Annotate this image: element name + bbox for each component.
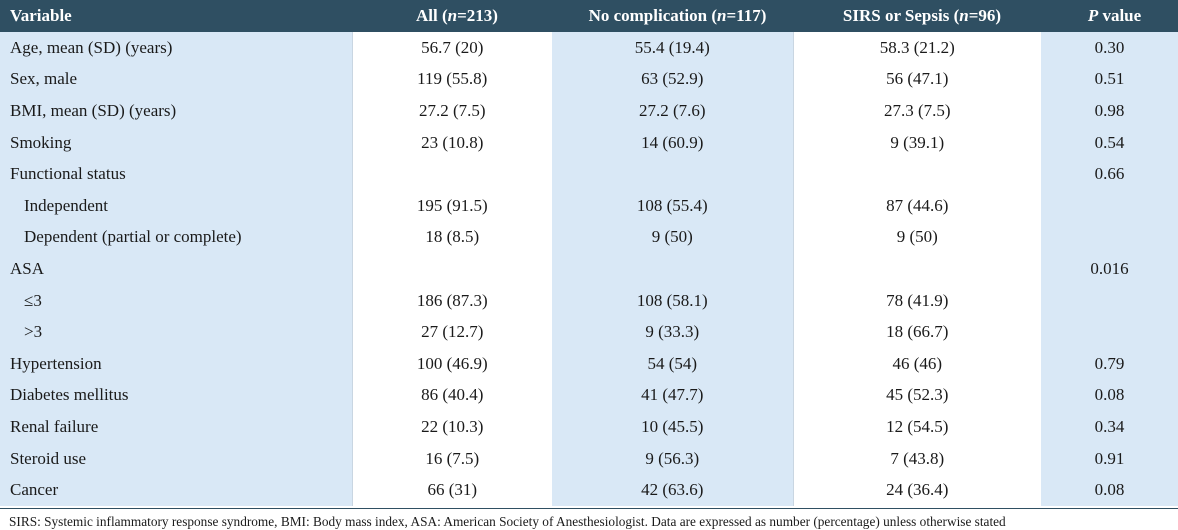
cell-no-complication: 9 (33.3)	[552, 316, 794, 348]
cell-no-complication: 41 (47.7)	[552, 379, 794, 412]
cell-variable: Smoking	[0, 126, 353, 159]
cell-all: 27 (12.7)	[352, 316, 552, 348]
cell-all: 195 (91.5)	[352, 189, 552, 222]
cell-p-value: 0.51	[1041, 63, 1178, 96]
cell-sirs-sepsis: 87 (44.6)	[793, 189, 1041, 222]
cell-no-complication: 14 (60.9)	[552, 126, 794, 159]
table-row: Steroid use 16 (7.5) 9 (56.3) 7 (43.8) 0…	[0, 442, 1178, 475]
cell-sirs-sepsis: 12 (54.5)	[793, 411, 1041, 443]
cell-sirs-sepsis: 7 (43.8)	[793, 442, 1041, 475]
cell-variable: Hypertension	[0, 347, 353, 380]
cell-p-value: 0.016	[1041, 253, 1178, 285]
cell-no-complication: 54 (54)	[552, 347, 794, 380]
cell-p-value: 0.34	[1041, 411, 1178, 443]
cell-all: 100 (46.9)	[352, 347, 552, 380]
cell-no-complication: 63 (52.9)	[552, 63, 794, 96]
cell-variable: Steroid use	[0, 442, 353, 475]
cell-p-value: 0.54	[1041, 126, 1178, 159]
cell-p-value	[1041, 284, 1178, 317]
table-row: ASA 0.016	[0, 253, 1178, 285]
cell-p-value	[1041, 316, 1178, 348]
cell-no-complication: 9 (50)	[552, 221, 794, 254]
cell-p-value: 0.91	[1041, 442, 1178, 475]
cell-variable: Cancer	[0, 474, 353, 506]
data-table: Variable All (n=213) No complication (n=…	[0, 0, 1178, 506]
cell-p-value: 0.98	[1041, 95, 1178, 127]
table-row: Independent 195 (91.5) 108 (55.4) 87 (44…	[0, 189, 1178, 222]
cell-sirs-sepsis: 9 (50)	[793, 221, 1041, 254]
cell-all: 86 (40.4)	[352, 379, 552, 412]
cell-p-value: 0.66	[1041, 158, 1178, 190]
table-row: ≤3 186 (87.3) 108 (58.1) 78 (41.9)	[0, 284, 1178, 317]
cell-variable: Sex, male	[0, 63, 353, 96]
cell-no-complication: 55.4 (19.4)	[552, 32, 794, 64]
cell-no-complication: 27.2 (7.6)	[552, 95, 794, 127]
cell-all	[352, 158, 552, 190]
cell-no-complication: 42 (63.6)	[552, 474, 794, 506]
table-row: >3 27 (12.7) 9 (33.3) 18 (66.7)	[0, 316, 1178, 348]
cell-all	[352, 253, 552, 285]
cell-sirs-sepsis: 18 (66.7)	[793, 316, 1041, 348]
cell-sirs-sepsis: 46 (46)	[793, 347, 1041, 380]
table-row: Smoking 23 (10.8) 14 (60.9) 9 (39.1) 0.5…	[0, 126, 1178, 159]
header-all: All (n=213)	[416, 6, 498, 25]
table-row: Sex, male 119 (55.8) 63 (52.9) 56 (47.1)…	[0, 63, 1178, 96]
cell-p-value	[1041, 221, 1178, 254]
cell-all: 27.2 (7.5)	[352, 95, 552, 127]
table-footnote: SIRS: Systemic inflammatory response syn…	[0, 507, 1178, 530]
table-row: Hypertension 100 (46.9) 54 (54) 46 (46) …	[0, 347, 1178, 380]
cell-variable: ≤3	[0, 284, 353, 317]
cell-all: 16 (7.5)	[352, 442, 552, 475]
cell-all: 56.7 (20)	[352, 32, 552, 64]
cell-variable: >3	[0, 316, 353, 348]
cell-variable: Renal failure	[0, 411, 353, 443]
cell-all: 18 (8.5)	[352, 221, 552, 254]
header-p-value: P value	[1087, 6, 1142, 25]
cell-sirs-sepsis: 58.3 (21.2)	[793, 32, 1041, 64]
header-variable: Variable	[10, 6, 72, 25]
header-no-complication: No complication (n=117)	[588, 6, 767, 25]
cell-sirs-sepsis	[793, 253, 1041, 285]
cell-sirs-sepsis: 27.3 (7.5)	[793, 95, 1041, 127]
cell-sirs-sepsis	[793, 158, 1041, 190]
cell-variable: Diabetes mellitus	[0, 379, 353, 412]
cell-no-complication	[552, 158, 794, 190]
cell-no-complication: 10 (45.5)	[552, 411, 794, 443]
cell-variable: Independent	[0, 189, 353, 222]
table-header-row: Variable All (n=213) No complication (n=…	[0, 0, 1178, 32]
cell-p-value: 0.30	[1041, 32, 1178, 64]
header-sirs-sepsis: SIRS or Sepsis (n=96)	[842, 6, 1002, 25]
cell-variable: ASA	[0, 253, 353, 285]
table-row: Age, mean (SD) (years) 56.7 (20) 55.4 (1…	[0, 32, 1178, 64]
cell-sirs-sepsis: 45 (52.3)	[793, 379, 1041, 412]
cell-no-complication: 9 (56.3)	[552, 442, 794, 475]
cell-all: 22 (10.3)	[352, 411, 552, 443]
cell-all: 119 (55.8)	[352, 63, 552, 96]
cell-p-value: 0.08	[1041, 379, 1178, 412]
cell-p-value: 0.08	[1041, 474, 1178, 506]
cell-sirs-sepsis: 56 (47.1)	[793, 63, 1041, 96]
cell-all: 66 (31)	[352, 474, 552, 506]
table-row: Renal failure 22 (10.3) 10 (45.5) 12 (54…	[0, 411, 1178, 443]
cell-variable: Age, mean (SD) (years)	[0, 32, 353, 64]
cell-no-complication: 108 (58.1)	[552, 284, 794, 317]
table-row: Diabetes mellitus 86 (40.4) 41 (47.7) 45…	[0, 379, 1178, 412]
cell-all: 23 (10.8)	[352, 126, 552, 159]
table-row: Cancer 66 (31) 42 (63.6) 24 (36.4) 0.08	[0, 474, 1178, 506]
table-row: BMI, mean (SD) (years) 27.2 (7.5) 27.2 (…	[0, 95, 1178, 127]
cell-sirs-sepsis: 9 (39.1)	[793, 126, 1041, 159]
cell-sirs-sepsis: 24 (36.4)	[793, 474, 1041, 506]
cell-p-value: 0.79	[1041, 347, 1178, 380]
table-row: Dependent (partial or complete) 18 (8.5)…	[0, 221, 1178, 254]
cell-variable: Functional status	[0, 158, 353, 190]
cell-all: 186 (87.3)	[352, 284, 552, 317]
cell-variable: Dependent (partial or complete)	[0, 221, 353, 254]
table-row: Functional status 0.66	[0, 158, 1178, 190]
cell-no-complication	[552, 253, 794, 285]
cell-variable: BMI, mean (SD) (years)	[0, 95, 353, 127]
cell-p-value	[1041, 189, 1178, 222]
cell-no-complication: 108 (55.4)	[552, 189, 794, 222]
cell-sirs-sepsis: 78 (41.9)	[793, 284, 1041, 317]
